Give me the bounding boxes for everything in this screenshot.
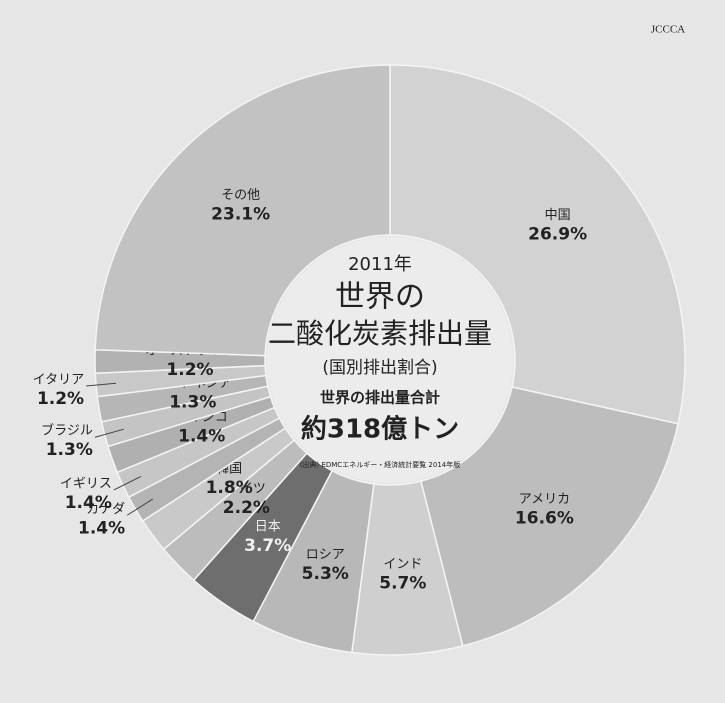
- slice-label: イタリア: [33, 372, 84, 387]
- slice-label: 中国: [545, 208, 571, 223]
- slice: [419, 386, 679, 647]
- value-label: 26.9%: [528, 224, 587, 244]
- slice-label: その他: [221, 188, 260, 203]
- value-label: 1.3%: [169, 392, 216, 412]
- value-label: 1.2%: [37, 389, 84, 409]
- center-text: (国別排出割合): [322, 358, 437, 378]
- value-label: 1.8%: [206, 478, 253, 498]
- slice-label: インド: [383, 557, 422, 572]
- center-text: 世界の排出量合計: [320, 389, 440, 407]
- slice-label: ロシア: [306, 548, 345, 563]
- value-label: 1.4%: [65, 493, 112, 513]
- slice-label: 日本: [255, 519, 281, 534]
- slice-label: イギリス: [60, 476, 112, 491]
- leader-line: [113, 475, 142, 491]
- logo: JCCCA: [651, 24, 685, 36]
- leader-line: [126, 498, 154, 516]
- center-text: 世界の: [335, 280, 425, 315]
- leader-line: [86, 382, 117, 387]
- center-text: 二酸化炭素排出量: [268, 317, 492, 350]
- value-label: 5.7%: [379, 574, 426, 594]
- value-label: 16.6%: [515, 509, 574, 529]
- slice: [389, 64, 686, 425]
- value-label: 1.4%: [178, 426, 225, 446]
- value-label: 5.3%: [302, 564, 349, 584]
- leader-line: [94, 428, 124, 438]
- source: (出典) EDMCエネルギー・経済統計要覧 2014年版: [300, 460, 460, 469]
- slice-label: カナダ: [86, 502, 125, 517]
- value-label: 1.2%: [166, 360, 213, 380]
- center-disc: [267, 237, 513, 483]
- slice: [94, 64, 391, 357]
- center-text: 約318億トン: [301, 414, 459, 445]
- value-label: 2.2%: [223, 498, 270, 518]
- value-label: 1.4%: [78, 518, 125, 538]
- slice-label: ブラジル: [41, 423, 93, 439]
- value-label: 3.7%: [244, 536, 291, 556]
- value-label: 23.1%: [211, 204, 270, 224]
- slice-label: アメリカ: [519, 492, 570, 507]
- value-label: 1.3%: [46, 440, 93, 460]
- center-text: 2011年: [348, 254, 412, 275]
